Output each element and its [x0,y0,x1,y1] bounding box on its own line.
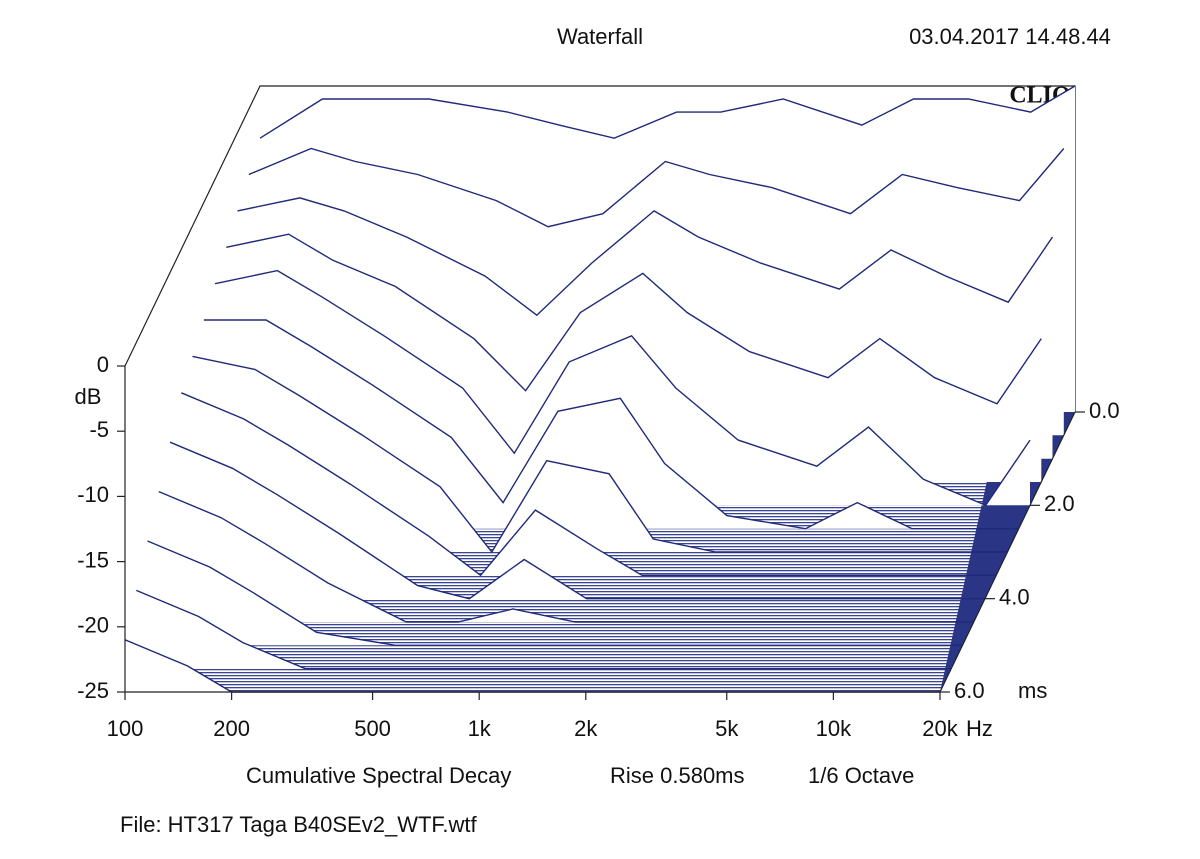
y-axis-label: dB [75,384,102,409]
z-tick-label: 4.0 [999,584,1030,609]
y-tick-label: 0 [97,352,109,377]
slice-line [158,490,974,623]
slice-line [192,355,1008,554]
slice-line [248,147,1065,228]
x-tick-label: 500 [354,716,391,741]
x-tick-label: 2k [574,716,598,741]
slice-line [203,319,1019,530]
subtitle: 1/6 Octave [808,763,914,788]
x-tick-label: 200 [213,716,250,741]
x-unit: Hz [966,716,993,741]
file-name: File: HT317 Taga B40SEv2_WTF.wtf [120,812,478,837]
y-tick-label: -15 [77,547,109,572]
x-tick-label: 5k [715,716,739,741]
slice-line [147,540,963,646]
y-tick-label: -5 [89,417,109,442]
slice-line [259,85,1076,139]
subtitle: Rise 0.580ms [610,763,745,788]
slice-fill [125,639,940,692]
x-tick-label: 100 [107,716,144,741]
chart-title: Waterfall [557,24,643,49]
timestamp: 03.04.2017 14.48.44 [909,24,1111,49]
z-axis [939,411,1076,693]
slice-fill [181,392,997,576]
z-tick-label: 6.0 [954,678,985,703]
slice-line [136,589,952,670]
slice-fill [192,356,1008,552]
z-tick-label: 0.0 [1089,398,1120,423]
slice-line [237,197,1054,317]
slice-fill [136,590,952,669]
slice-line [181,392,997,577]
x-tick-label: 10k [816,716,852,741]
plot: 0 -5 -10 -15 -20 -25 100 200 500 1k 2k 5k 10k 20k 0.0 2… [77,85,1120,741]
subtitle: Cumulative Spectral Decay [246,763,511,788]
y-tick-label: -20 [77,613,109,638]
slice-line [169,441,985,600]
y-tick-label: -25 [77,678,109,703]
x-tick-label: 20k [922,716,958,741]
slice-line [226,233,1042,405]
y-tick-label: -10 [77,482,109,507]
z-tick-label: 2.0 [1044,491,1075,516]
slice-fill [170,442,985,599]
x-tick-label: 1k [468,716,492,741]
z-unit: ms [1018,678,1047,703]
slice-line [214,269,1031,507]
